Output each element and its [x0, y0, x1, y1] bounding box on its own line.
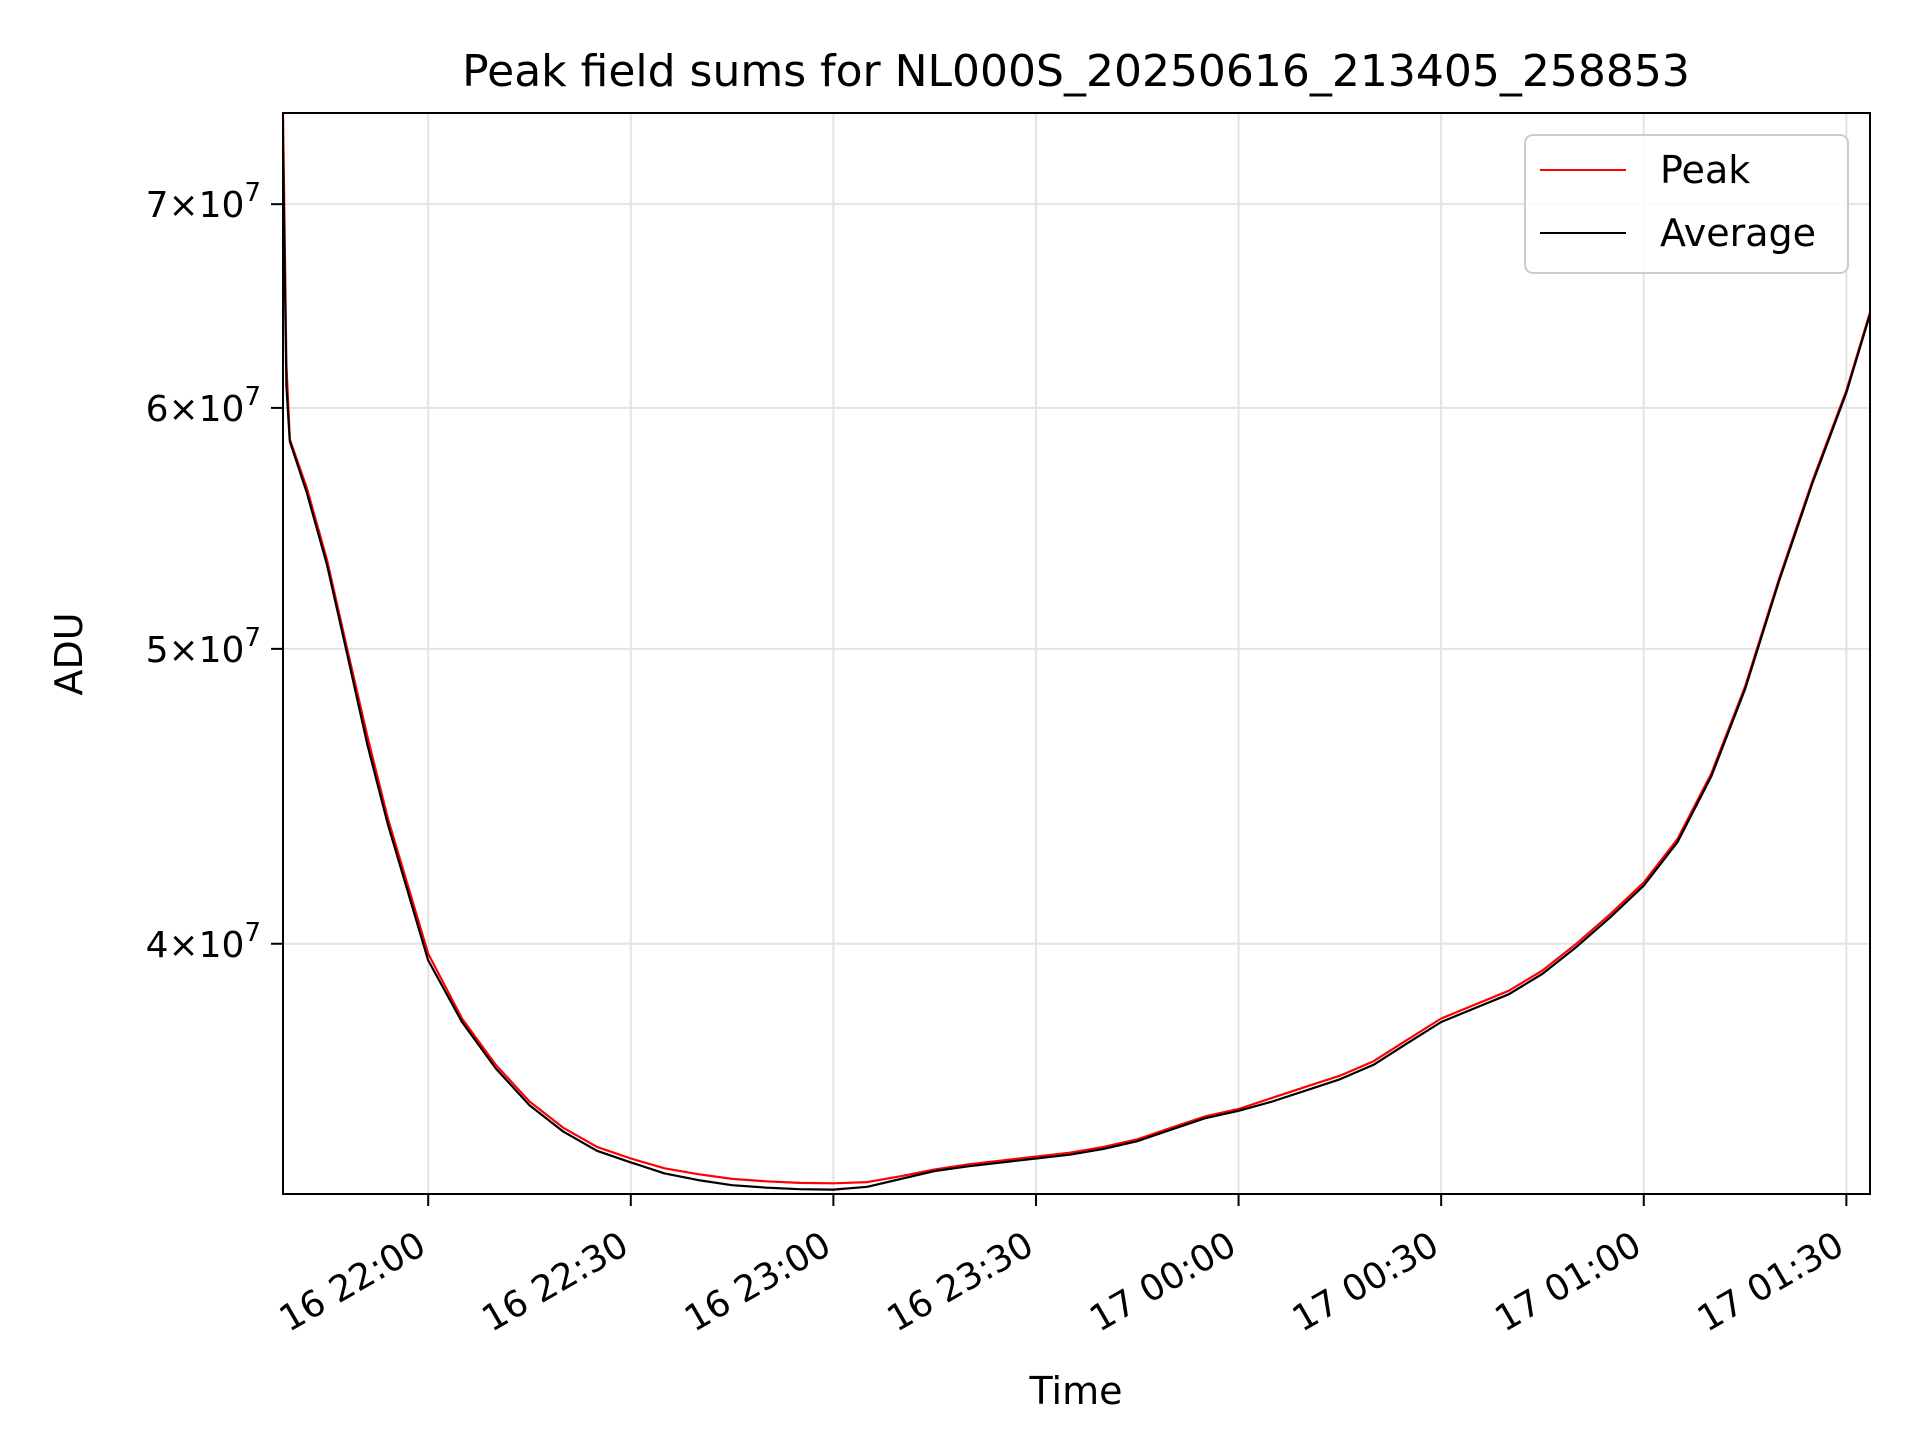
y-tick-label: 5×107: [146, 623, 261, 671]
plot-frame: [282, 112, 1871, 1195]
legend-label-peak: Peak: [1660, 148, 1750, 192]
y-tick-label: 4×107: [146, 918, 261, 966]
series-line-average: [281, 148, 1872, 1191]
series-layer: [281, 112, 1872, 1191]
y-tick-label: 6×107: [146, 382, 261, 430]
legend-label-average: Average: [1660, 211, 1816, 255]
grid: [283, 113, 1870, 1194]
y-axis-ticks: 4×107 5×107 6×107 7×107: [146, 178, 283, 966]
y-axis-label: ADU: [47, 612, 91, 695]
x-axis-label: Time: [1029, 1369, 1123, 1413]
y-tick-label: 7×107: [146, 178, 261, 226]
legend: Peak Average: [1524, 134, 1849, 274]
series-line-peak: [281, 112, 1872, 1185]
chart-title: Peak field sums for NL000S_20250616_2134…: [462, 46, 1690, 97]
